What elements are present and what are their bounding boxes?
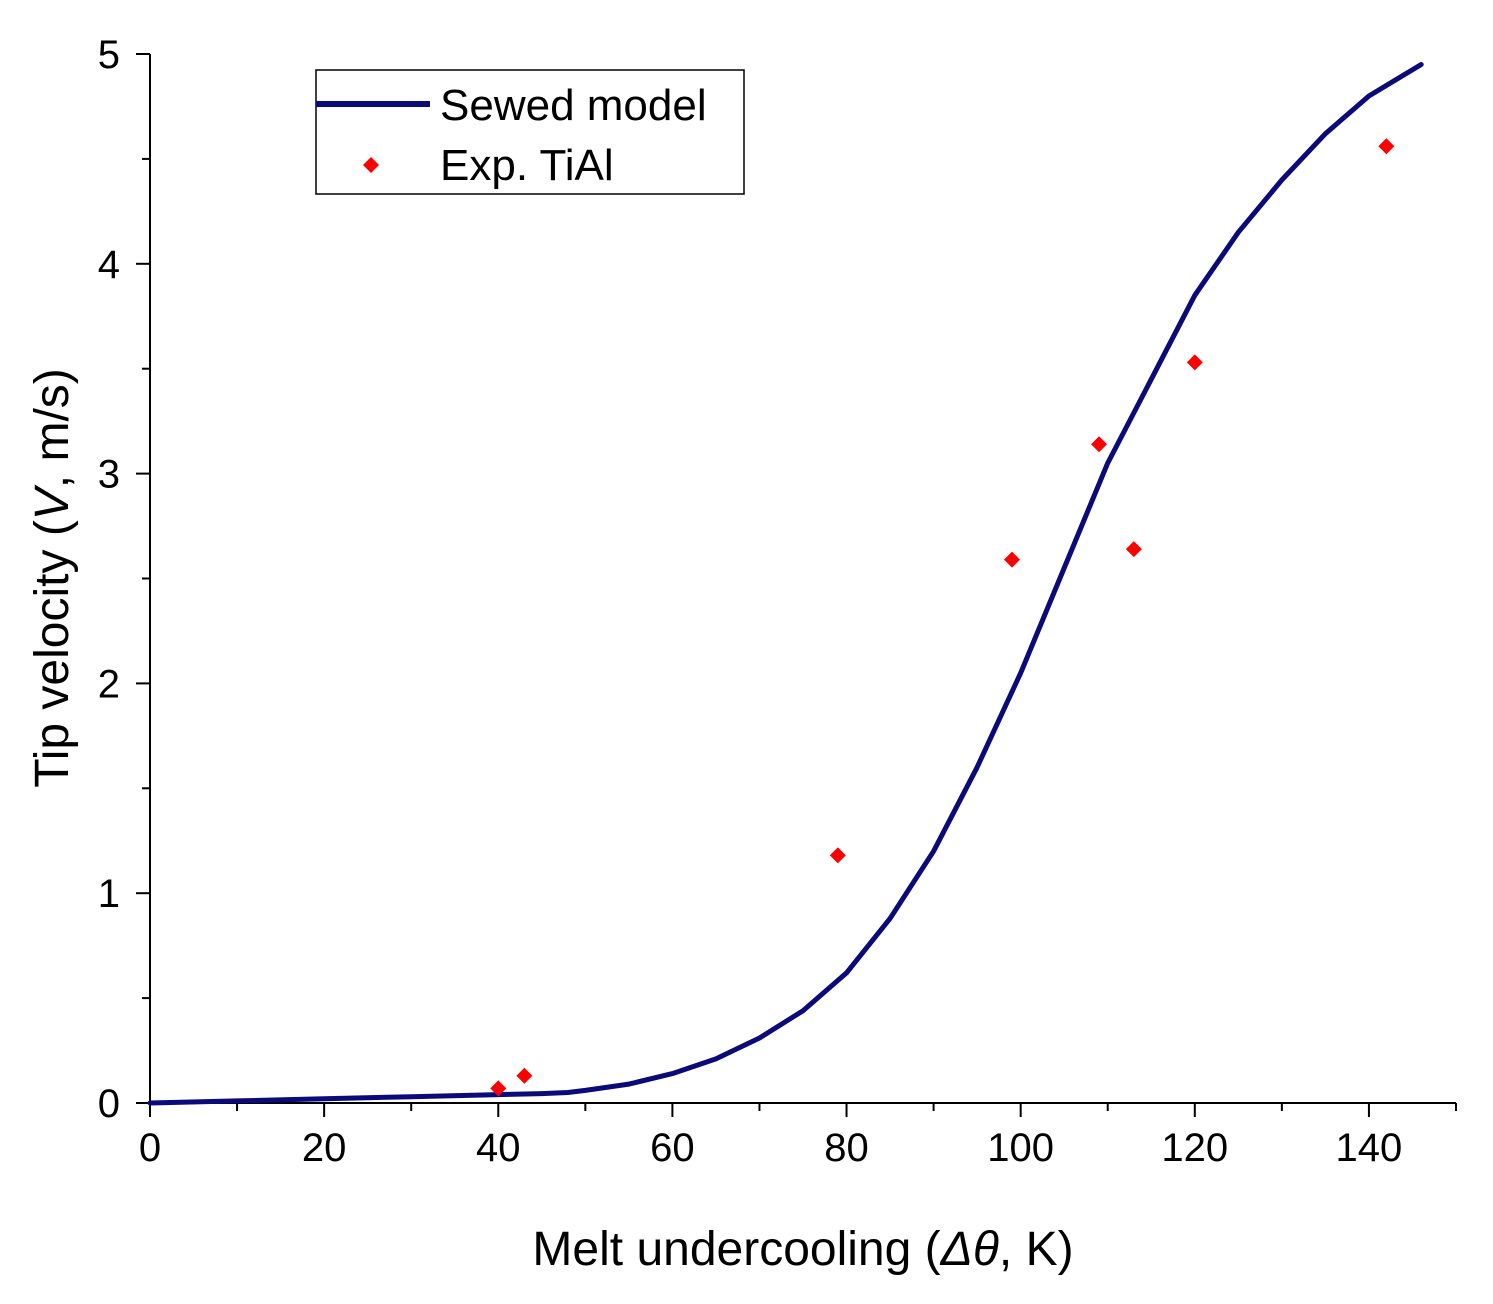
scatter-point-exp-tial bbox=[829, 847, 846, 864]
scatter-point-exp-tial bbox=[1378, 138, 1395, 155]
legend-box bbox=[315, 69, 745, 195]
x-axis-title-prefix: Melt undercooling ( bbox=[532, 1223, 940, 1276]
x-axis-title-suffix: , K) bbox=[999, 1223, 1074, 1276]
scatter-point-exp-tial bbox=[516, 1067, 533, 1084]
x-tick-label: 120 bbox=[1161, 1126, 1228, 1170]
x-tick-label: 40 bbox=[476, 1126, 521, 1170]
axes-group: 0 20 40 60 80 100 120 140 0 1 2 3 4 5 bbox=[98, 33, 1457, 1170]
x-tick-label: 140 bbox=[1336, 1126, 1403, 1170]
x-tick-label: 60 bbox=[650, 1126, 695, 1170]
series-line-sewed-model bbox=[147, 62, 1424, 1106]
x-tick-label: 0 bbox=[139, 1126, 161, 1170]
y-tick-label: 3 bbox=[98, 453, 120, 497]
y-axis-title-symbol: V bbox=[26, 484, 79, 520]
y-tick-label: 5 bbox=[98, 33, 120, 77]
legend-label-sewed-model: Sewed model bbox=[440, 81, 707, 130]
legend: Sewed model Exp. TiAl bbox=[315, 69, 745, 195]
x-tick-label: 100 bbox=[987, 1126, 1054, 1170]
x-axis-title-symbol: Δθ bbox=[940, 1223, 999, 1276]
scatter-point-exp-tial bbox=[1091, 436, 1108, 453]
y-axis-title-prefix: Tip velocity ( bbox=[26, 520, 79, 788]
scatter-point-exp-tial bbox=[1125, 541, 1142, 558]
x-tick-label: 80 bbox=[824, 1126, 869, 1170]
y-axis-title: Tip velocity (V, m/s) bbox=[26, 368, 79, 788]
scatter-point-exp-tial bbox=[490, 1080, 507, 1097]
y-tick-label: 1 bbox=[98, 872, 120, 916]
x-tick-label: 20 bbox=[302, 1126, 347, 1170]
legend-swatch-exp-tial bbox=[363, 157, 379, 173]
y-tick-label: 0 bbox=[98, 1082, 120, 1126]
y-tick-label: 2 bbox=[98, 662, 120, 706]
series-group bbox=[147, 62, 1424, 1106]
scatter-point-exp-tial bbox=[1003, 551, 1020, 568]
scatter-point-exp-tial bbox=[1186, 354, 1203, 371]
y-tick-label: 4 bbox=[98, 243, 120, 287]
y-axis-title-suffix: , m/s) bbox=[26, 368, 79, 488]
x-axis-title: Melt undercooling (Δθ, K) bbox=[532, 1223, 1073, 1276]
legend-label-exp-tial: Exp. TiAl bbox=[440, 141, 614, 190]
